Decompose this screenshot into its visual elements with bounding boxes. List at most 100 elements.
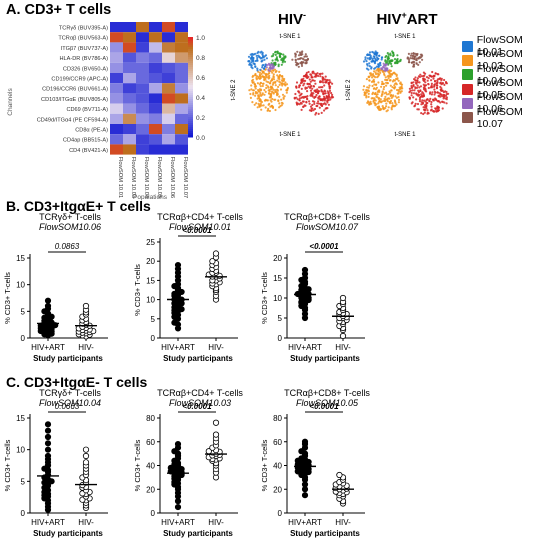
tsne-point	[378, 68, 381, 71]
tsne-point	[425, 76, 429, 79]
tsne-point	[317, 97, 320, 100]
tsne-point	[387, 74, 390, 77]
tsne-point	[285, 91, 288, 94]
legend-swatch	[462, 54, 473, 66]
tsne-point	[300, 64, 304, 67]
tsne-point	[274, 80, 277, 83]
x-axis-label: Study participants	[290, 529, 360, 538]
x-tick-label: HIV+ART	[31, 518, 65, 527]
tsne-point	[249, 92, 252, 96]
data-point	[212, 452, 220, 460]
data-point	[301, 463, 309, 470]
channel-label: CD196/CCR6 (BUV661-A)	[42, 87, 108, 93]
tsne-point	[298, 51, 302, 54]
colorbar-step	[188, 41, 193, 44]
tsne-point	[386, 52, 389, 55]
legend-swatch	[462, 83, 473, 95]
data-point	[212, 456, 220, 463]
colorbar-step	[188, 87, 193, 90]
tsne-point	[413, 105, 416, 108]
data-point	[174, 480, 182, 487]
data-point	[44, 480, 52, 487]
tsne-point	[293, 97, 296, 100]
colorbar-step	[188, 127, 193, 130]
tsne-point	[430, 75, 433, 78]
tsne-point	[305, 55, 308, 58]
tsne-point	[443, 83, 446, 86]
tsne-point	[302, 84, 305, 87]
heatmap-cell	[162, 32, 175, 43]
tsne-point	[392, 94, 395, 97]
colorbar-step	[188, 65, 193, 68]
data-point	[75, 328, 82, 335]
tsne-point	[276, 79, 279, 82]
data-point	[343, 316, 350, 324]
tsne-point	[389, 75, 392, 78]
tsne-point	[418, 86, 421, 89]
tsne-point	[300, 87, 303, 90]
data-point	[82, 306, 90, 313]
heatmap-cell	[110, 144, 123, 155]
colorbar-step	[188, 121, 193, 124]
tsne-point	[422, 95, 425, 98]
tsne-point	[375, 69, 378, 72]
section-c-title: C. CD3+ItgαE- T cells	[6, 374, 148, 390]
data-point	[212, 435, 220, 442]
heatmap-cell	[123, 83, 136, 94]
heatmap-cell	[123, 73, 136, 84]
data-point	[332, 484, 339, 492]
tsne-point	[387, 58, 390, 61]
tsne-point	[253, 62, 256, 66]
x-tick-label: HIV+ART	[288, 518, 322, 527]
tsne-point	[258, 77, 261, 80]
population-label: FlowSOM 10.01	[117, 157, 123, 199]
tsne-point	[281, 84, 284, 87]
tsne-point	[366, 101, 369, 104]
tsne-point	[319, 72, 322, 75]
section-b-title: B. CD3+ItgαE+ T cells	[6, 198, 151, 214]
y-axis-label: % CD3+ T-cells	[3, 272, 12, 324]
data-point	[209, 269, 216, 276]
tsne-point	[412, 52, 415, 55]
legend-item: FlowSOM 10.04	[462, 63, 550, 87]
tsne-point	[408, 58, 411, 62]
tsne-point	[276, 50, 279, 53]
tsne-point	[385, 54, 388, 58]
data-point	[86, 331, 93, 338]
tsne-point	[298, 94, 301, 97]
tsne-point	[276, 91, 279, 94]
populations-axis-label: Populations	[133, 194, 168, 201]
tsne-point	[365, 96, 368, 99]
data-point	[343, 482, 350, 489]
tsne-point	[387, 106, 390, 109]
colorbar-step	[188, 83, 193, 86]
heatmap-cell	[136, 103, 149, 114]
data-point	[212, 446, 220, 454]
tsne-point	[317, 102, 320, 105]
data-point	[174, 474, 182, 481]
tsne-point	[384, 76, 387, 79]
tsne-point	[302, 105, 305, 108]
tsne-point	[377, 97, 381, 100]
tsne-point	[311, 71, 314, 75]
tsne-point	[372, 55, 375, 58]
tsne-point	[430, 105, 433, 108]
tsne-point	[389, 91, 392, 94]
data-point	[294, 457, 301, 464]
data-point	[294, 290, 301, 298]
tsne-point	[366, 64, 369, 67]
data-point	[171, 290, 178, 297]
tsne-point	[248, 62, 251, 65]
data-point	[305, 465, 312, 473]
tsne-point	[390, 96, 393, 99]
tsne-point	[263, 99, 267, 102]
population-label: FlowSOM 10.05	[156, 157, 162, 199]
tsne-point	[313, 102, 316, 105]
heatmap-cell	[162, 73, 175, 84]
tsne-point	[362, 85, 366, 88]
tsne-point	[249, 96, 252, 99]
colorbar-step	[188, 117, 193, 120]
tsne-point	[258, 71, 261, 74]
tsne-point	[393, 84, 396, 87]
channel-heatmap: TCRγδ (BUV395-A) TCRαβ (BUV563-A) ITGβ7 (B…	[7, 22, 205, 201]
